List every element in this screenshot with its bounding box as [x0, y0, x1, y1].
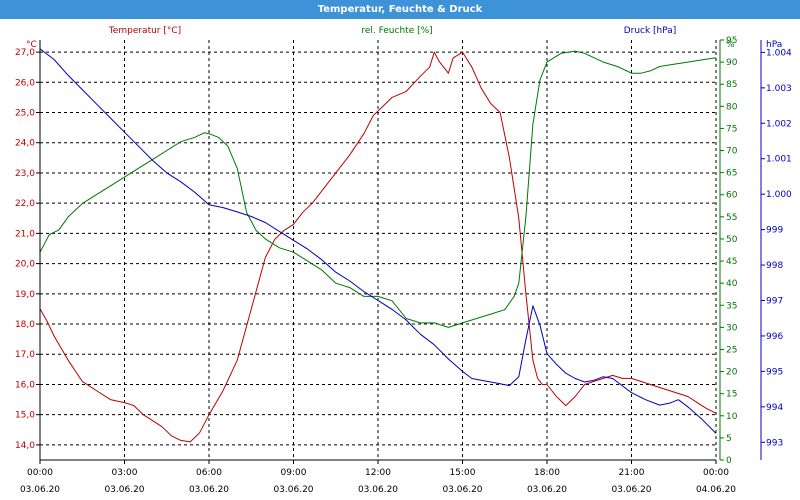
humidity-tick-label: 45: [726, 257, 737, 267]
chart-title: Temperatur, Feuchte & Druck: [0, 0, 800, 19]
temperature-tick-label: 25,0: [15, 109, 35, 119]
pressure-tick-label: 997: [766, 297, 783, 307]
humidity-tick-label: 95: [726, 36, 737, 46]
temperature-tick-label: 26,0: [15, 78, 35, 88]
humidity-tick-label: 70: [726, 147, 738, 157]
axis-labels: 14,0 15,0 16,0 17,0 18,0 19,0 20,0 21,0 22,0 23,0…: [15, 26, 792, 495]
pressure-tick-label: 995: [766, 367, 783, 377]
temperature-tick-label: 19,0: [15, 290, 35, 300]
pressure-tick-label: 1.004: [766, 48, 792, 58]
x-tick-time: 12:00: [365, 468, 391, 478]
plot-lines: [39, 48, 717, 443]
humidity-tick-label: 35: [726, 301, 737, 311]
temperature-tick-label: 21,0: [15, 229, 35, 239]
humidity-unit-label: %: [726, 40, 735, 50]
humidity-tick-label: 90: [726, 58, 738, 68]
x-tick-time: 00:00: [27, 468, 53, 478]
temperature-tick-label: 24,0: [15, 139, 35, 149]
humidity-tick-label: 20: [726, 368, 738, 378]
series-line-pressure: [39, 48, 717, 434]
humidity-tick-label: 85: [726, 80, 737, 90]
series-line-humidity: [39, 50, 717, 328]
x-tick-time: 03:00: [112, 468, 138, 478]
x-tick-time: 18:00: [534, 468, 560, 478]
humidity-tick-label: 60: [726, 191, 738, 201]
pressure-tick-label: 1.002: [766, 119, 792, 129]
temperature-tick-label: 18,0: [15, 320, 35, 330]
x-tick-time: 09:00: [281, 468, 307, 478]
temperature-tick-label: 14,0: [15, 441, 35, 451]
humidity-tick-label: 10: [726, 412, 738, 422]
humidity-tick-label: 25: [726, 345, 737, 355]
humidity-tick-label: 80: [726, 102, 738, 112]
humidity-tick-label: 30: [726, 323, 738, 333]
pressure-tick-label: 1.003: [766, 84, 792, 94]
pressure-tick-label: 1.001: [766, 155, 792, 165]
temperature-tick-label: 27,0: [15, 48, 35, 58]
x-tick-date: 03.06.20: [104, 485, 144, 495]
series-name-temperature: Temperatur [°C]: [108, 26, 181, 36]
x-tick-time: 06:00: [196, 468, 222, 478]
temperature-tick-label: 23,0: [15, 169, 35, 179]
x-tick-date: 03.06.20: [611, 485, 651, 495]
humidity-tick-label: 0: [726, 456, 732, 466]
humidity-tick-label: 5: [726, 434, 732, 444]
temperature-tick-label: 16,0: [15, 380, 35, 390]
temperature-tick-label: 20,0: [15, 260, 35, 270]
pressure-tick-label: 994: [766, 403, 783, 413]
pressure-tick-label: 1.000: [766, 190, 792, 200]
pressure-tick-label: 996: [766, 332, 783, 342]
humidity-tick-label: 50: [726, 235, 738, 245]
x-tick-date: 03.06.20: [273, 485, 313, 495]
humidity-tick-label: 75: [726, 124, 737, 134]
temperature-tick-label: 15,0: [15, 411, 35, 421]
x-tick-date: 03.06.20: [442, 485, 482, 495]
x-tick-date: 03.06.20: [358, 485, 398, 495]
series-line-temperature: [39, 51, 717, 443]
humidity-tick-label: 55: [726, 213, 737, 223]
grid: [40, 40, 717, 460]
x-tick-time: 00:00: [703, 468, 729, 478]
series-name-humidity: rel. Feuchte [%]: [361, 26, 432, 36]
pressure-tick-label: 993: [766, 438, 783, 448]
pressure-unit-label: hPa: [766, 40, 782, 50]
humidity-tick-label: 65: [726, 169, 737, 179]
pressure-tick-label: 998: [766, 261, 783, 271]
x-tick-time: 21:00: [619, 468, 645, 478]
x-tick-date: 03.06.20: [527, 485, 567, 495]
series-name-pressure: Druck [hPa]: [624, 26, 677, 36]
x-tick-date: 03.06.20: [20, 485, 60, 495]
x-tick-time: 15:00: [450, 468, 476, 478]
temperature-tick-label: 17,0: [15, 350, 35, 360]
temperature-unit-label: °C: [26, 40, 37, 50]
axes: [36, 39, 765, 464]
x-tick-date: 04.06.20: [696, 485, 736, 495]
x-tick-date: 03.06.20: [189, 485, 229, 495]
pressure-tick-label: 999: [766, 226, 783, 236]
humidity-tick-label: 15: [726, 390, 737, 400]
humidity-tick-label: 40: [726, 279, 738, 289]
temperature-tick-label: 22,0: [15, 199, 35, 209]
